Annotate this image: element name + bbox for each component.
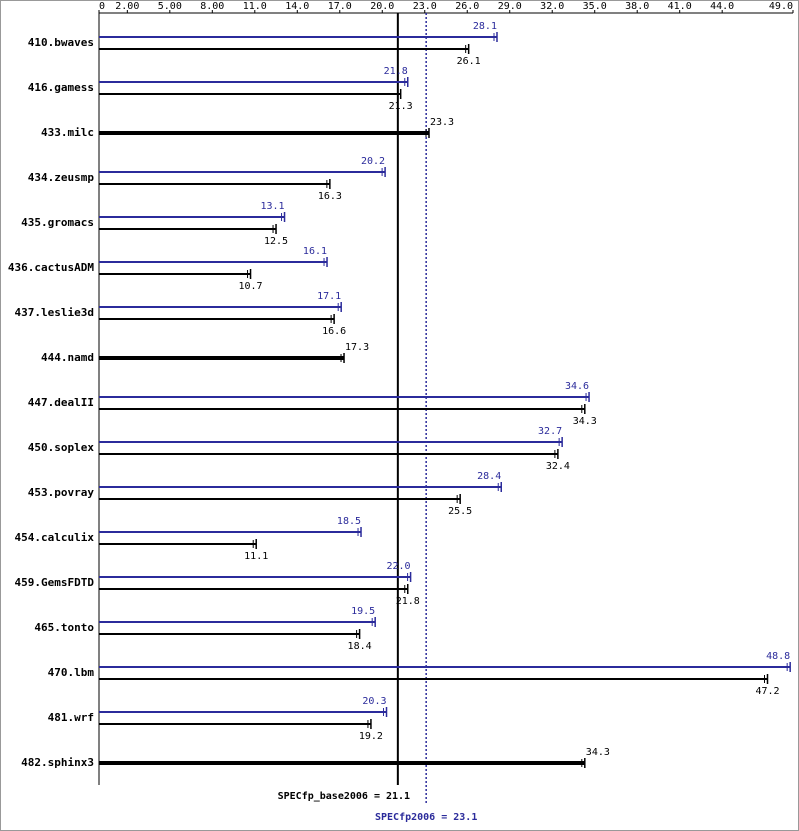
value-label: 16.1: [303, 246, 327, 257]
value-label: 25.5: [448, 506, 472, 517]
value-label: 13.1: [260, 201, 284, 212]
value-label: 22.0: [386, 561, 410, 572]
value-label: 34.6: [565, 381, 589, 392]
value-label: 16.6: [322, 326, 346, 337]
value-label: 28.4: [477, 471, 501, 482]
category-label: 434.zeusmp: [28, 171, 95, 184]
value-label: 12.5: [264, 236, 288, 247]
category-label: 416.gamess: [28, 81, 94, 94]
value-label: 10.7: [239, 281, 263, 292]
x-tick-label: 0: [99, 1, 105, 12]
value-label: 32.7: [538, 426, 562, 437]
value-label: 21.3: [389, 101, 413, 112]
category-label: 435.gromacs: [21, 216, 94, 229]
value-label: 19.5: [351, 606, 375, 617]
x-tick-label: 2.00: [115, 1, 139, 12]
category-label: 453.povray: [28, 486, 95, 499]
x-tick-label: 32.0: [540, 1, 564, 12]
x-tick-label: 49.0: [769, 1, 793, 12]
value-label: 16.3: [318, 191, 342, 202]
value-label: 23.3: [430, 117, 454, 128]
category-label: 436.cactusADM: [8, 261, 94, 274]
value-label: 18.4: [348, 641, 372, 652]
category-label: 444.namd: [41, 351, 94, 364]
category-label: 450.soplex: [28, 441, 95, 454]
value-label: 11.1: [244, 551, 268, 562]
value-label: 48.8: [766, 651, 790, 662]
category-label: 482.sphinx3: [21, 756, 94, 769]
value-label: 32.4: [546, 461, 570, 472]
reference-label: SPECfp_base2006 = 21.1: [278, 791, 410, 802]
x-tick-label: 35.0: [583, 1, 607, 12]
category-label: 454.calculix: [15, 531, 95, 544]
x-tick-label: 44.0: [710, 1, 734, 12]
category-label: 481.wrf: [48, 711, 94, 724]
x-tick-label: 14.0: [285, 1, 309, 12]
value-label: 34.3: [586, 747, 610, 758]
category-label: 410.bwaves: [28, 36, 94, 49]
value-label: 20.2: [361, 156, 385, 167]
x-tick-label: 8.00: [200, 1, 224, 12]
x-tick-label: 29.0: [498, 1, 522, 12]
category-label: 437.leslie3d: [15, 306, 94, 319]
x-tick-label: 11.0: [243, 1, 267, 12]
value-label: 21.8: [384, 66, 408, 77]
x-tick-label: 26.0: [455, 1, 479, 12]
value-label: 47.2: [755, 686, 779, 697]
x-tick-label: 41.0: [668, 1, 692, 12]
category-label: 433.milc: [41, 126, 94, 139]
value-label: 34.3: [573, 416, 597, 427]
x-tick-label: 23.0: [413, 1, 437, 12]
x-tick-label: 17.0: [328, 1, 352, 12]
value-label: 21.8: [396, 596, 420, 607]
x-tick-label: 20.0: [370, 1, 394, 12]
x-tick-label: 5.00: [158, 1, 182, 12]
value-label: 26.1: [457, 56, 481, 67]
value-label: 19.2: [359, 731, 383, 742]
value-label: 28.1: [473, 21, 497, 32]
category-label: 447.dealII: [28, 396, 94, 409]
category-label: 465.tonto: [34, 621, 94, 634]
value-label: 17.3: [345, 342, 369, 353]
value-label: 20.3: [362, 696, 386, 707]
value-label: 17.1: [317, 291, 341, 302]
reference-label: SPECfp2006 = 23.1: [375, 812, 477, 823]
value-label: 18.5: [337, 516, 361, 527]
x-tick-label: 38.0: [625, 1, 649, 12]
category-label: 459.GemsFDTD: [15, 576, 95, 589]
category-label: 470.lbm: [48, 666, 95, 679]
